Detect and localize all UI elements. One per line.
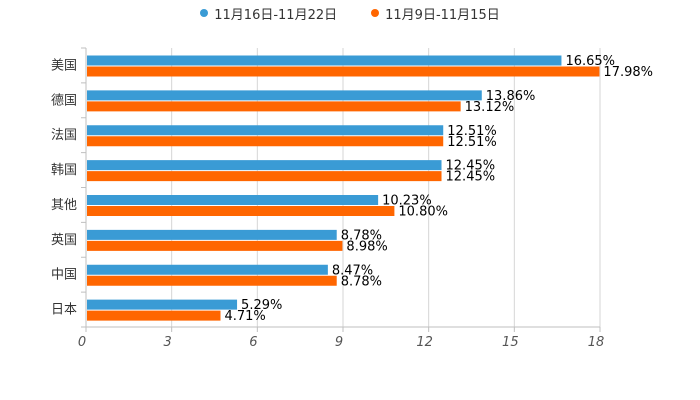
category-label: 中国 xyxy=(51,268,77,283)
legend-item-series-2[interactable]: 11月9日-11月15日 xyxy=(371,4,500,23)
data-label-series-2: 12.51% xyxy=(447,135,497,150)
bar-series-1 xyxy=(87,125,444,136)
bar-series-1 xyxy=(87,264,328,275)
x-tick-label: 6 xyxy=(249,335,257,350)
legend-marker-series-1 xyxy=(200,9,209,17)
category-label: 美国 xyxy=(51,58,77,73)
data-label-series-2: 17.98% xyxy=(603,65,653,80)
bar-series-2 xyxy=(87,240,343,251)
bar-series-1 xyxy=(87,55,562,66)
data-label-series-1: 8.47% xyxy=(332,263,373,278)
bar-series-2 xyxy=(87,171,442,182)
bar-series-1 xyxy=(87,160,442,171)
data-label-series-1: 12.45% xyxy=(446,159,496,174)
data-label-series-1: 13.86% xyxy=(486,89,536,104)
data-label-series-2: 4.71% xyxy=(224,309,265,324)
category-label: 法国 xyxy=(51,128,77,143)
data-label-series-1: 16.65% xyxy=(565,54,615,69)
x-tick-label: 18 xyxy=(588,335,605,350)
x-tick-label: 0 xyxy=(78,335,86,350)
bar-series-1 xyxy=(87,299,238,310)
bar-series-2 xyxy=(87,101,461,112)
bar-series-1 xyxy=(87,90,482,101)
legend-label-series-2: 11月9日-11月15日 xyxy=(385,7,500,23)
bar-series-2 xyxy=(87,275,337,286)
data-label-series-2: 12.45% xyxy=(446,170,496,185)
x-tick-label: 12 xyxy=(416,335,433,350)
chart-legend: 11月16日-11月22日 11月9日-11月15日 xyxy=(0,0,700,26)
legend-label-series-1: 11月16日-11月22日 xyxy=(214,7,338,23)
category-label: 韩国 xyxy=(51,163,77,178)
data-label-series-1: 8.78% xyxy=(341,228,382,243)
category-label: 其他 xyxy=(51,198,77,213)
data-label-series-1: 10.23% xyxy=(382,194,432,209)
category-label: 德国 xyxy=(51,93,77,108)
bar-series-2 xyxy=(87,206,395,216)
data-label-series-2: 10.80% xyxy=(398,205,448,220)
legend-marker-series-2 xyxy=(371,9,380,17)
bar-series-2 xyxy=(87,310,221,321)
data-label-series-2: 13.12% xyxy=(465,100,515,115)
x-tick-label: 3 xyxy=(164,335,172,350)
data-label-series-2: 8.78% xyxy=(341,274,382,289)
data-label-series-2: 8.98% xyxy=(346,239,387,254)
category-label: 日本 xyxy=(51,303,77,318)
data-label-series-1: 5.29% xyxy=(241,298,282,313)
x-tick-label: 9 xyxy=(335,335,343,350)
category-label: 英国 xyxy=(51,233,77,248)
legend-item-series-1[interactable]: 11月16日-11月22日 xyxy=(200,4,337,23)
data-label-series-1: 12.51% xyxy=(447,124,497,139)
x-tick-label: 15 xyxy=(502,335,519,350)
bar-series-2 xyxy=(87,66,600,77)
bar-series-1 xyxy=(87,195,379,205)
bar-series-1 xyxy=(87,229,337,240)
bar-series-2 xyxy=(87,136,444,147)
